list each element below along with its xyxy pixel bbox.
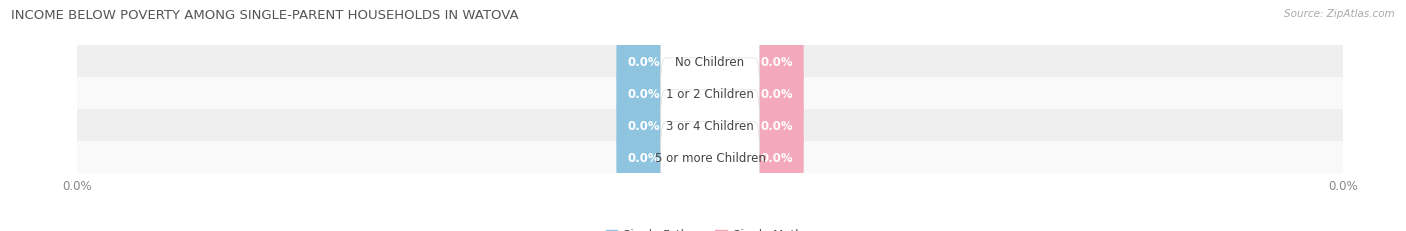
FancyBboxPatch shape (749, 59, 804, 129)
Bar (77, 110, 1343, 141)
Bar (77, 78, 1343, 110)
FancyBboxPatch shape (661, 59, 759, 129)
Text: 0.0%: 0.0% (627, 151, 659, 164)
Bar (77, 46, 1343, 78)
Text: 0.0%: 0.0% (761, 87, 793, 100)
Text: 5 or more Children: 5 or more Children (655, 151, 765, 164)
Legend: Single Father, Single Mother: Single Father, Single Mother (600, 224, 820, 231)
Text: 0.0%: 0.0% (627, 87, 659, 100)
FancyBboxPatch shape (616, 59, 671, 129)
Text: 0.0%: 0.0% (761, 119, 793, 132)
Text: 0.0%: 0.0% (761, 151, 793, 164)
Text: 0.0%: 0.0% (627, 119, 659, 132)
FancyBboxPatch shape (616, 90, 671, 161)
Text: 0.0%: 0.0% (761, 56, 793, 69)
FancyBboxPatch shape (661, 122, 759, 193)
Text: 0.0%: 0.0% (627, 56, 659, 69)
Text: INCOME BELOW POVERTY AMONG SINGLE-PARENT HOUSEHOLDS IN WATOVA: INCOME BELOW POVERTY AMONG SINGLE-PARENT… (11, 9, 519, 22)
FancyBboxPatch shape (749, 90, 804, 161)
Text: Source: ZipAtlas.com: Source: ZipAtlas.com (1284, 9, 1395, 19)
FancyBboxPatch shape (749, 27, 804, 97)
FancyBboxPatch shape (616, 122, 671, 193)
FancyBboxPatch shape (661, 90, 759, 161)
Text: No Children: No Children (675, 56, 745, 69)
Bar (77, 141, 1343, 173)
FancyBboxPatch shape (616, 27, 671, 97)
FancyBboxPatch shape (749, 122, 804, 193)
Text: 3 or 4 Children: 3 or 4 Children (666, 119, 754, 132)
Text: 1 or 2 Children: 1 or 2 Children (666, 87, 754, 100)
FancyBboxPatch shape (661, 27, 759, 97)
